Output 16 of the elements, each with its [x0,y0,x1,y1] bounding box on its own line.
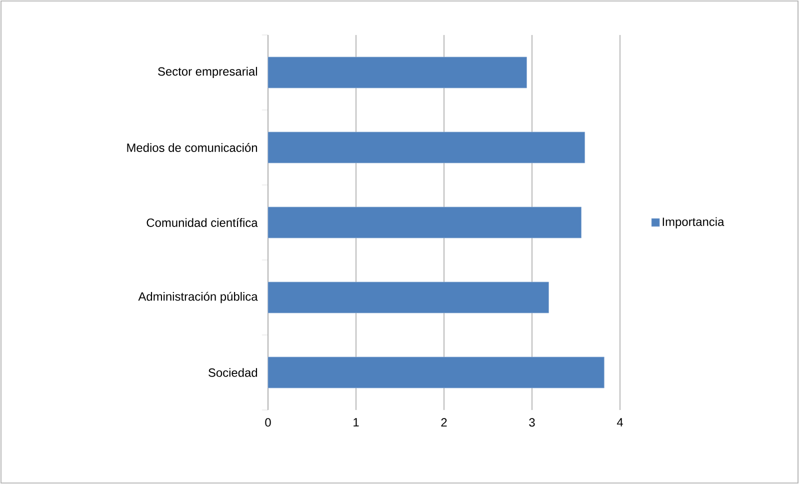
x-tick-label: 4 [616,418,623,426]
bar [268,132,586,164]
y-tick-label: Administración pública [138,292,258,304]
x-tick-label: 1 [354,418,359,426]
bar [268,206,582,238]
x-tick-label: 0 [265,418,271,427]
y-tick-label: Sociedad [208,368,258,377]
x-tick-label: 2 [441,418,447,427]
y-tick-label: Medios de comunicación [127,143,258,152]
bar [268,56,527,88]
x-tick-label: 3 [529,418,535,427]
y-tick-label: Comunidad científica [146,218,258,227]
y-tick-label: Sector empresarial [158,66,258,78]
bar [268,356,604,388]
bar [268,282,549,314]
legend-label: Importancia [662,217,724,228]
